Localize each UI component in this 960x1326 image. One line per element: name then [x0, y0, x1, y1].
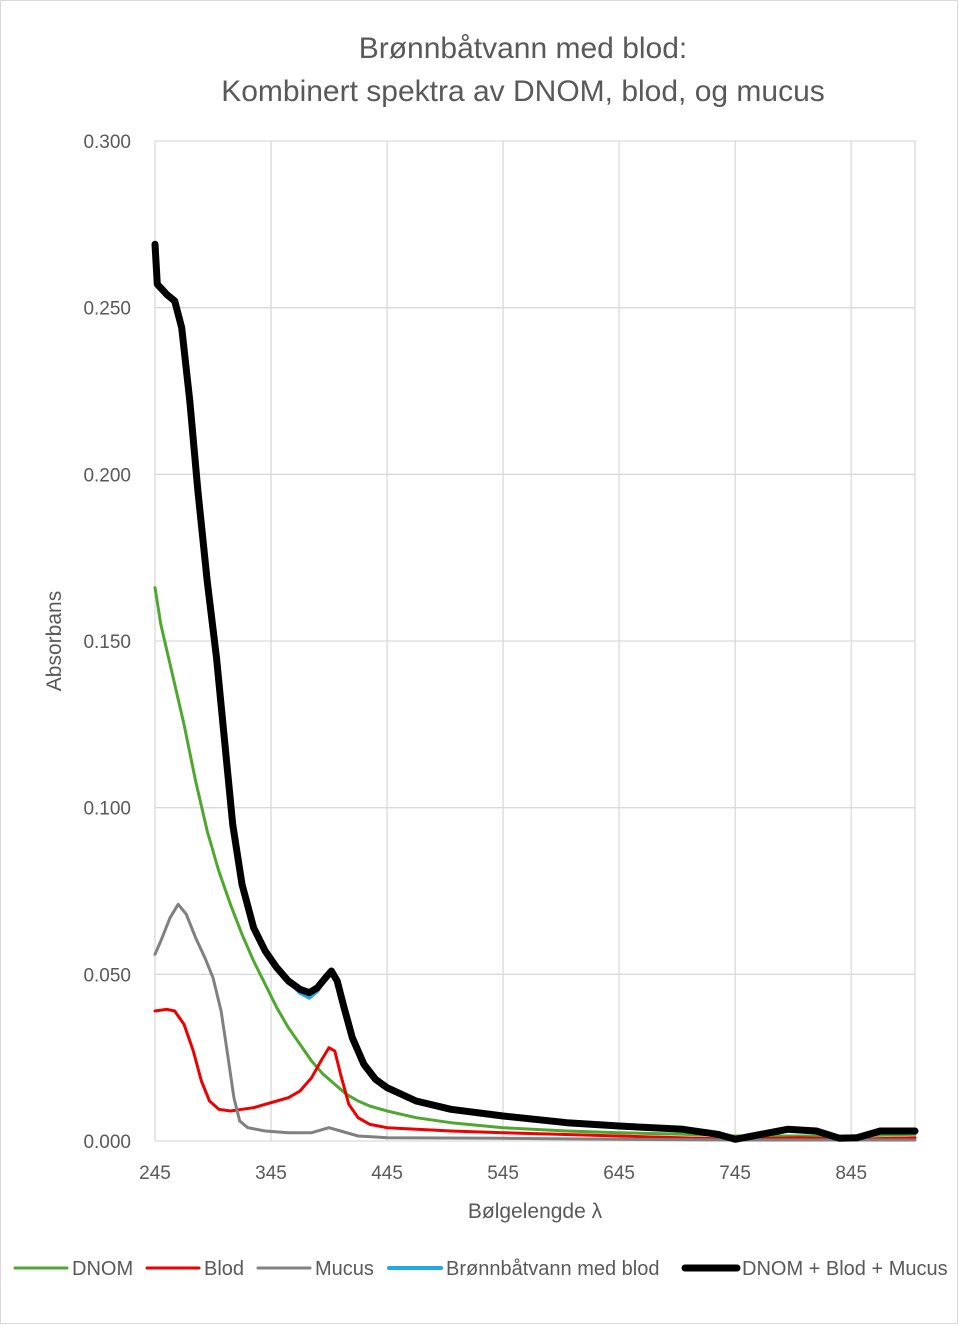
legend-label: Brønnbåtvann med blod — [446, 1258, 659, 1280]
series-line-blod — [153, 1007, 917, 1141]
y-tick-label: 0.100 — [83, 799, 131, 820]
y-tick-labels: 0.000 0.050 0.100 0.150 0.200 0.250 0.300 — [83, 132, 131, 1153]
x-axis-label: Bølgelengde λ — [468, 1200, 603, 1223]
y-tick-label: 0.150 — [83, 632, 131, 653]
legend-label: Mucus — [315, 1258, 374, 1280]
x-tick-label: 745 — [719, 1163, 751, 1184]
chart-title: Brønnbåtvann med blod: — [359, 32, 688, 65]
legend-item: Blod — [145, 1258, 244, 1280]
x-tick-labels: 245 345 445 545 645 745 845 — [139, 1163, 867, 1184]
legend-item: Brønnbåtvann med blod — [387, 1258, 659, 1280]
y-tick-label: 0.050 — [83, 965, 131, 986]
y-tick-label: 0.200 — [83, 465, 131, 486]
series-line-mucus — [153, 902, 917, 1142]
series-line-dnom-blod-mucus — [151, 240, 919, 1143]
x-tick-label: 845 — [835, 1163, 867, 1184]
legend: DNOM Blod Mucus Brønnbåtvann med blod DNOM +… — [13, 1258, 948, 1280]
x-tick-label: 245 — [139, 1163, 171, 1184]
series-lines — [151, 240, 919, 1143]
legend-label: DNOM — [72, 1258, 133, 1280]
series-line-br-nnb-tvann-med-blod — [153, 242, 917, 1142]
y-tick-label: 0.250 — [83, 299, 131, 320]
x-tick-label: 545 — [487, 1163, 519, 1184]
legend-item: DNOM — [13, 1258, 133, 1280]
y-tick-label: 0.300 — [83, 132, 131, 153]
legend-label: DNOM + Blod + Mucus — [742, 1258, 948, 1280]
y-axis-label: Absorbans — [43, 591, 66, 691]
legend-label: Blod — [204, 1258, 244, 1280]
chart-subtitle: Kombinert spektra av DNOM, blod, og mucu… — [221, 75, 825, 108]
series-line-dnom — [153, 586, 917, 1138]
grid — [154, 140, 916, 1142]
legend-item: Mucus — [256, 1258, 374, 1280]
x-tick-label: 345 — [255, 1163, 287, 1184]
y-tick-label: 0.000 — [83, 1132, 131, 1153]
legend-item: DNOM + Blod + Mucus — [681, 1258, 948, 1280]
x-tick-label: 645 — [603, 1163, 635, 1184]
x-tick-label: 445 — [371, 1163, 403, 1184]
